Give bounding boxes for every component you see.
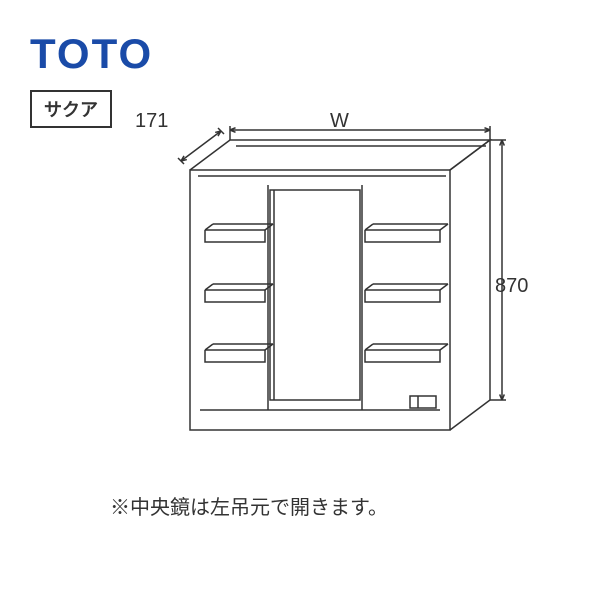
- dim-width-label: W: [330, 110, 349, 133]
- note-text: ※中央鏡は左吊元で開きます。: [110, 491, 388, 520]
- cabinet-line-drawing: [100, 100, 520, 460]
- dim-height-label: 870: [495, 275, 528, 298]
- dim-depth-label: 171: [135, 110, 168, 133]
- brand-logo: TOTO: [30, 30, 153, 78]
- technical-diagram: 171 W 870: [100, 100, 520, 500]
